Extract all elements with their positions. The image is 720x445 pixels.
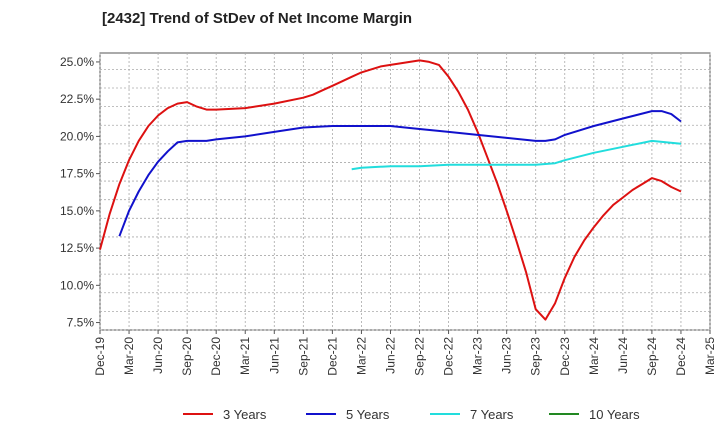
y-tick-label: 22.5% (60, 92, 94, 106)
x-tick-label: Jun-23 (500, 337, 514, 374)
x-tick-label: Sep-22 (413, 337, 427, 376)
x-tick-label: Jun-20 (151, 337, 165, 374)
x-tick-label: Jun-24 (616, 337, 630, 374)
x-tick-label: Dec-19 (93, 337, 107, 376)
series-line-3-years (99, 59, 682, 321)
x-tick-label: Sep-21 (296, 337, 310, 376)
y-tick-label: 7.5% (67, 316, 95, 330)
y-tick-label: 10.0% (60, 278, 94, 292)
x-tick-label: Mar-20 (122, 337, 136, 375)
chart-title: [2432] Trend of StDev of Net Income Marg… (102, 10, 413, 27)
y-tick-label: 15.0% (60, 204, 94, 218)
legend-label-3-years: 3 Years (223, 407, 267, 422)
legend-label-10-years: 10 Years (589, 407, 640, 422)
y-tick-label: 20.0% (60, 129, 94, 143)
x-tick-label: Dec-24 (674, 337, 688, 376)
x-tick-label: Jun-22 (383, 337, 397, 374)
x-tick-label: Dec-23 (558, 337, 572, 376)
x-tick-label: Dec-22 (442, 337, 456, 376)
x-tick-label: Mar-22 (354, 337, 368, 375)
x-tick-label: Sep-24 (645, 337, 659, 376)
x-tick-label: Mar-21 (238, 337, 252, 375)
x-tick-label: Dec-21 (325, 337, 339, 376)
y-tick-label: 17.5% (60, 167, 94, 181)
series-line-7-years (351, 139, 682, 171)
legend-label-7-years: 7 Years (470, 407, 514, 422)
y-tick-label: 25.0% (60, 55, 94, 69)
grid-layer (99, 52, 711, 331)
legend: 3 Years 5 Years 7 Years 10 Years (183, 407, 640, 422)
series-line-5-years (118, 110, 682, 237)
y-tick-label: 12.5% (60, 241, 94, 255)
x-tick-label: Dec-20 (209, 337, 223, 376)
plot-area (99, 52, 711, 331)
series-layer (99, 59, 682, 321)
x-tick-label: Jun-21 (267, 337, 281, 374)
x-tick-label: Sep-23 (529, 337, 543, 376)
x-tick-label: Mar-23 (471, 337, 485, 375)
axis-layer: 7.5% 10.0% 12.5% 15.0% 17.5% 20.0% 22.5% 25.0% D… (60, 55, 717, 376)
x-tick-label: Sep-20 (180, 337, 194, 376)
legend-label-5-years: 5 Years (346, 407, 390, 422)
x-tick-label: Mar-25 (703, 337, 717, 375)
x-tick-label: Mar-24 (587, 337, 601, 375)
